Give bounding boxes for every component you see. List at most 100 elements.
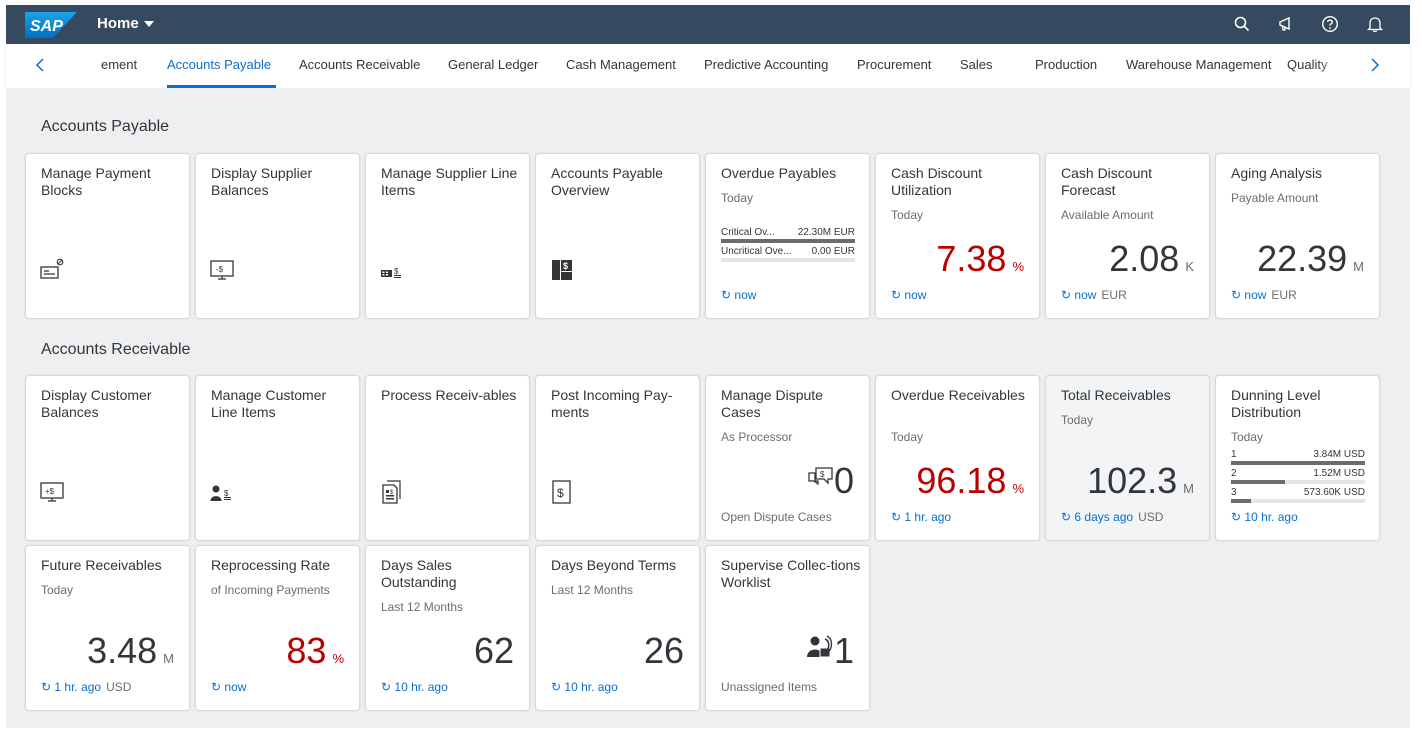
tile-display-supplier-balances[interactable]: Display Supplier Balances -$ [195, 153, 360, 319]
kpi-value: 83% [286, 630, 344, 671]
tile-title: Reprocessing Rate [211, 557, 331, 573]
payment-block-icon [40, 258, 64, 282]
tile-subtitle: As Processor [721, 430, 793, 444]
comparison-bar [1231, 461, 1365, 465]
scroll-right-button[interactable] [1365, 56, 1383, 74]
tile-subtitle: Payable Amount [1231, 191, 1319, 205]
refresh-status[interactable]: ↻ 10 hr. ago [381, 680, 448, 694]
refresh-status[interactable]: ↻ 10 hr. ago [551, 680, 618, 694]
tab-accounts-payable[interactable]: Accounts Payable [167, 57, 272, 72]
tile-manage-supplier-line-items[interactable]: Manage Supplier Line Items $ [365, 153, 530, 319]
tile-subtitle: Today [1231, 430, 1264, 444]
refresh-status[interactable]: ↻ now [211, 680, 247, 694]
refresh-status[interactable]: ↻ now [721, 288, 757, 302]
tile-dunning-level-distribution[interactable]: Dunning Level Distribution Today 1 3.84M … [1215, 375, 1380, 541]
kpi-value: 26 [643, 630, 684, 671]
unit-label: USD [1138, 510, 1164, 524]
tab-production[interactable]: Production [1035, 57, 1098, 72]
tile-future-receivables[interactable]: Future Receivables Today 3.48 M ↻ 1 hr. a… [25, 545, 190, 711]
tile-title: Manage Supplier Line Items [381, 165, 518, 198]
comparison-bar [1231, 480, 1285, 484]
tab-sales[interactable]: Sales [960, 57, 993, 72]
megaphone-icon[interactable] [1277, 15, 1295, 33]
overview-icon: $ [550, 258, 574, 282]
tile-overdue-payables[interactable]: Overdue Payables Today Critical Ov... 22.… [705, 153, 870, 319]
tile-process-receivables[interactable]: Process Receiv-ables $ [365, 375, 530, 541]
svg-text:$: $ [557, 486, 564, 500]
svg-text:SAP: SAP [30, 18, 63, 35]
tile-subtitle: Today [891, 430, 924, 444]
tab-warehouse-management[interactable]: Warehouse Management [1126, 57, 1272, 72]
tile-manage-customer-line-items[interactable]: Manage Customer Line Items $ [195, 375, 360, 541]
kpi-value: 1 [806, 630, 854, 672]
tab-general-ledger[interactable]: General Ledger [448, 57, 539, 72]
svg-text:$: $ [820, 470, 825, 479]
tab-predictive-accounting[interactable]: Predictive Accounting [704, 57, 829, 72]
shell-bar: SAP Home [6, 5, 1410, 44]
comparison-label: Uncritical Ove... [721, 246, 792, 257]
home-title: Home [97, 15, 139, 32]
tile-subtitle: Available Amount [1061, 208, 1154, 222]
tile-manage-payment-blocks[interactable]: Manage Payment Blocks [25, 153, 190, 319]
tab-procurement[interactable]: Procurement [857, 57, 932, 72]
refresh-status[interactable]: ↻ now [891, 288, 927, 302]
comparison-value: 573.60K USD [1303, 487, 1365, 498]
refresh-status[interactable]: ↻ 10 hr. ago [1231, 510, 1298, 524]
refresh-status[interactable]: ↻ now [1061, 288, 1097, 302]
refresh-status[interactable]: ↻ 6 days ago [1061, 510, 1134, 524]
tab-cash-management[interactable]: Cash Management [566, 57, 676, 72]
unit-label: EUR [1271, 288, 1297, 302]
tile-title: Aging Analysis [1231, 165, 1323, 181]
tile-title: Cash Discount Forecast [1061, 165, 1153, 198]
home-menu-button[interactable]: Home [97, 15, 154, 32]
tile-footer: ↻ 10 hr. ago [1231, 510, 1298, 524]
tile-title: Manage Customer Line Items [211, 387, 327, 420]
tile-footer: ↻ 1 hr. ago [891, 510, 951, 524]
caret-down-icon [143, 21, 154, 28]
tab-accounts-receivable[interactable]: Accounts Receivable [299, 57, 421, 72]
chevron-left-icon [35, 58, 44, 72]
tile-footer: ↻ now EUR [1231, 288, 1297, 302]
search-icon[interactable] [1233, 15, 1251, 33]
tile-title: Post Incoming Pay-ments [551, 387, 673, 420]
tile-subtitle: Last 12 Months [551, 583, 634, 597]
tile-total-receivables[interactable]: Total Receivables Today 102.3 M ↻ 6 days … [1045, 375, 1210, 541]
tile-days-beyond-terms[interactable]: Days Beyond Terms Last 12 Months 26 ↻ 10… [535, 545, 700, 711]
tile-post-incoming-payments[interactable]: Post Incoming Pay-ments $ [535, 375, 700, 541]
comparison-label: Critical Ov... [721, 227, 775, 238]
sap-logo[interactable]: SAP [25, 12, 77, 38]
refresh-status[interactable]: ↻ 1 hr. ago [891, 510, 952, 524]
tile-aging-analysis[interactable]: Aging Analysis Payable Amount 22.39 M ↻ n… [1215, 153, 1380, 319]
monitor-payments-icon: -$ [210, 258, 234, 282]
line-items-icon: $ [380, 258, 404, 282]
kpi-value: 62 [473, 630, 514, 671]
dollar-document-icon: $ [550, 480, 574, 504]
tab-quality[interactable]: Quality [1287, 57, 1328, 72]
tile-overdue-receivables[interactable]: Overdue Receivables Today 96.18% ↻ 1 hr.… [875, 375, 1040, 541]
tile-display-customer-balances[interactable]: Display Customer Balances +$ [25, 375, 190, 541]
monitor-payments-icon: +$ [40, 480, 64, 504]
comparison-label: 2 [1231, 468, 1237, 479]
comparison-value: 3.84M USD [1313, 449, 1365, 460]
tile-cash-discount-forecast[interactable]: Cash Discount Forecast Available Amount … [1045, 153, 1210, 319]
kpi-value: 96.18% [916, 460, 1024, 501]
tile-supervise-collections-worklist[interactable]: Supervise Collec-tions Worklist 1 Unassi… [705, 545, 870, 711]
tile-title: Days Sales Outstanding [381, 557, 457, 590]
tile-title: Cash Discount Utilization [891, 165, 983, 198]
tile-footer: ↻ now [721, 288, 756, 302]
tab-management[interactable]: ement [101, 57, 138, 72]
tile-days-sales-outstanding[interactable]: Days Sales Outstanding Last 12 Months 62… [365, 545, 530, 711]
scroll-left-button[interactable] [32, 56, 50, 74]
group-title-accounts-receivable: Accounts Receivable [41, 341, 191, 358]
refresh-status[interactable]: ↻ 1 hr. ago [41, 680, 102, 694]
tile-accounts-payable-overview[interactable]: Accounts Payable Overview $ [535, 153, 700, 319]
tile-manage-dispute-cases[interactable]: Manage Dispute Cases As Processor $0 Ope… [705, 375, 870, 541]
help-icon[interactable] [1321, 15, 1339, 33]
svg-text:$: $ [563, 261, 568, 271]
tile-reprocessing-rate[interactable]: Reprocessing Rate of Incoming Payments 8… [195, 545, 360, 711]
svg-text:+$: +$ [45, 487, 55, 496]
tile-title: Overdue Payables [721, 165, 837, 181]
refresh-status[interactable]: ↻ now [1231, 288, 1267, 302]
bell-icon[interactable] [1366, 15, 1384, 33]
tile-cash-discount-utilization[interactable]: Cash Discount Utilization Today 7.38% ↻ … [875, 153, 1040, 319]
